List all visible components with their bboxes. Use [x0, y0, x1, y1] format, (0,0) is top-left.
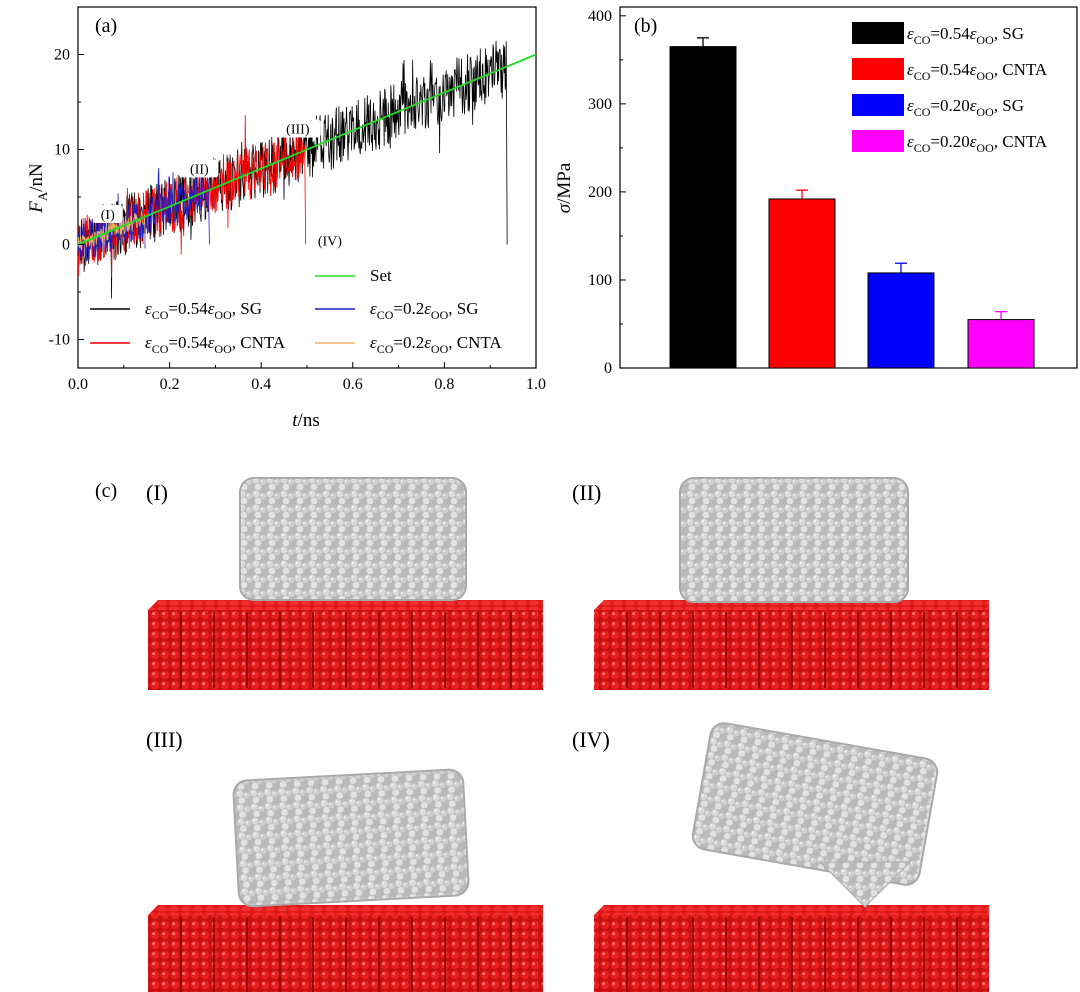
y-tick-label: 0 [62, 237, 70, 254]
x-tick-label: 1.0 [526, 376, 546, 393]
legend-label: εCO=0.54εOO, CNTA [907, 60, 1048, 83]
annotation-label: (II) [190, 162, 209, 177]
cluster-neck [818, 861, 912, 908]
y-tick-label: 100 [588, 272, 612, 289]
panel-a-legend: Set εCO=0.54εOO, SG εCO=0.2εOO, SG εCO=0.54… [90, 266, 502, 356]
snapshot-1: (I) [146, 477, 543, 690]
bar [967, 319, 1035, 369]
set-line [77, 53, 537, 246]
legend-label: εCO=0.20εOO, SG [907, 96, 1024, 119]
x-tick-label: 0.4 [251, 376, 271, 393]
substrate-top [148, 905, 543, 915]
annotation-box [180, 159, 219, 178]
legend-label: εCO=0.2εOO, SG [370, 299, 479, 322]
cluster-body [691, 722, 939, 886]
annotation-label: (III) [286, 123, 310, 138]
legend-label: εCO=0.54εOO, SG [145, 299, 262, 322]
panel-b-bars [669, 37, 1035, 369]
trace-4 [77, 210, 146, 251]
legend-label: εCO=0.54εOO, CNTA [145, 333, 286, 356]
bar [768, 198, 836, 369]
cluster-body [679, 477, 909, 603]
y-tick-label: -10 [49, 332, 70, 349]
panel-a-ylabel: FA/nN [26, 163, 50, 214]
snapshot-3: (III) [146, 727, 543, 992]
legend-swatch [852, 130, 904, 152]
y-tick-label: 0 [604, 360, 612, 377]
y-tick-label: 300 [588, 96, 612, 113]
water-cluster [239, 477, 467, 601]
panel-a-label: (a) [95, 15, 117, 37]
cluster-body [239, 477, 467, 601]
panel-b-label: (b) [634, 15, 657, 37]
panel-c-label: (c) [95, 480, 117, 502]
bar [669, 46, 737, 369]
legend-label: εCO=0.20εOO, CNTA [907, 132, 1048, 155]
panel-b-frame [619, 6, 1078, 369]
legend-label: Set [370, 266, 392, 285]
water-cluster [679, 477, 909, 603]
snapshot-label: (I) [146, 480, 168, 505]
annotation-box [92, 205, 123, 223]
panel-c-snapshots: (c) (I) (II) (III) (IV) [95, 477, 989, 992]
y-tick-label: 10 [54, 142, 70, 159]
snapshot-label: (III) [146, 727, 183, 752]
snapshot-label: (IV) [572, 727, 610, 752]
y-tick-label: 400 [588, 8, 612, 25]
annotation-box [274, 119, 321, 138]
snapshot-label: (II) [572, 480, 601, 505]
panel-a-xlabel: t/ns [292, 410, 319, 431]
y-tick-label: 200 [588, 184, 612, 201]
cluster-body [232, 768, 470, 908]
panel-b-legend: εCO=0.54εOO, SG εCO=0.54εOO, CNTA εCO=0.20… [852, 22, 1048, 155]
legend-swatch [852, 22, 904, 44]
x-tick-label: 0.2 [160, 376, 180, 393]
legend-swatch [852, 94, 904, 116]
legend-label: εCO=0.54εOO, SG [907, 24, 1024, 47]
y-tick-label: 20 [54, 47, 70, 64]
x-tick-label: 0.6 [343, 376, 363, 393]
panel-a-annotations: (I) (II) (III) (IV) [92, 119, 342, 250]
panel-b-axes: 0 100 200 300 400 [588, 8, 626, 377]
panel-b-ylabel: σ/MPa [554, 162, 575, 213]
water-cluster [232, 768, 470, 908]
snapshot-2: (II) [572, 477, 989, 690]
x-tick-label: 0.8 [434, 376, 454, 393]
panel-a-traces [77, 40, 537, 299]
annotation-label: (I) [101, 208, 115, 223]
panel-a-axes: 0.0 0.2 0.4 0.6 0.8 1.0 -10 0 10 20 [49, 47, 546, 394]
annotation-label: (IV) [318, 235, 342, 250]
panel-a-line-chart: (I) (II) (III) (IV) 0.0 0.2 0.4 0.6 0.8 1.0 -10 0 1… [26, 6, 546, 431]
snapshot-4: (IV) [572, 722, 989, 992]
bar [867, 272, 935, 369]
substrate-top [148, 600, 543, 610]
water-cluster [691, 722, 939, 886]
x-tick-label: 0.0 [68, 376, 88, 393]
legend-swatch [852, 58, 904, 80]
substrate-top [594, 905, 989, 915]
legend-label: εCO=0.2εOO, CNTA [370, 333, 502, 356]
